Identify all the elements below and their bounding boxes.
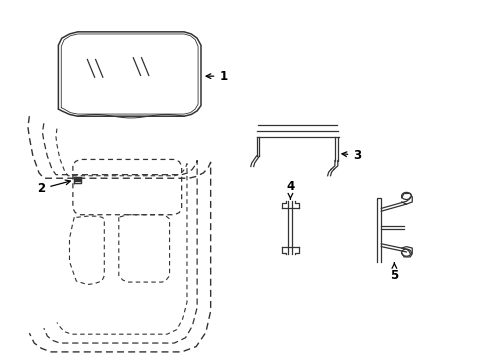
Text: 1: 1 [206,69,227,83]
Bar [75,177,81,183]
Text: 3: 3 [341,149,361,162]
Text: 5: 5 [389,263,398,282]
Text: 4: 4 [285,180,294,199]
Text: 2: 2 [37,180,70,195]
